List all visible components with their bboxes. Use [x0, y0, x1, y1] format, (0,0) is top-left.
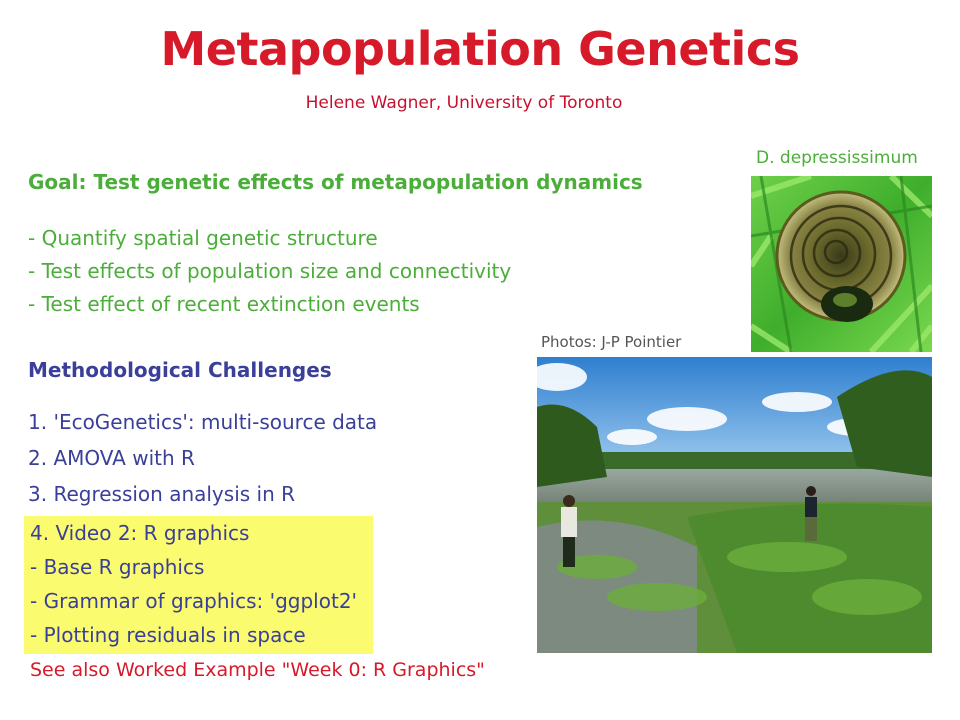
methods-item: 1. 'EcoGenetics': multi-source data	[28, 410, 378, 434]
goal-heading: Goal: Test genetic effects of metapopula…	[28, 170, 643, 194]
methods-item: 2. AMOVA with R	[28, 446, 195, 470]
slide-title: Metapopulation Genetics	[160, 22, 800, 76]
wetland-photo	[537, 357, 932, 653]
see-also-note: See also Worked Example "Week 0: R Graph…	[30, 659, 485, 681]
goal-list: - Quantify spatial genetic structure - T…	[28, 222, 511, 321]
highlight-item: - Grammar of graphics: 'ggplot2'	[30, 589, 358, 613]
highlight-item: - Plotting residuals in space	[30, 623, 306, 647]
highlight-box	[24, 516, 373, 654]
highlight-item: 4. Video 2: R graphics	[30, 521, 250, 545]
goal-item: - Test effects of population size and co…	[28, 259, 512, 283]
methods-item: 3. Regression analysis in R	[28, 482, 296, 506]
goal-item: - Test effect of recent extinction event…	[28, 292, 420, 316]
methods-heading: Methodological Challenges	[28, 358, 332, 382]
photo-credit: Photos: J-P Pointier	[541, 333, 682, 351]
methods-list: 1. 'EcoGenetics': multi-source data 2. A…	[28, 404, 377, 512]
snail-photo-caption: D. depressissimum	[756, 148, 918, 168]
goal-item: - Quantify spatial genetic structure	[28, 226, 378, 250]
highlight-list: 4. Video 2: R graphics - Base R graphics…	[30, 516, 357, 652]
slide-author: Helene Wagner, University of Toronto	[305, 93, 623, 113]
highlight-item: - Base R graphics	[30, 555, 205, 579]
snail-photo	[751, 176, 932, 352]
